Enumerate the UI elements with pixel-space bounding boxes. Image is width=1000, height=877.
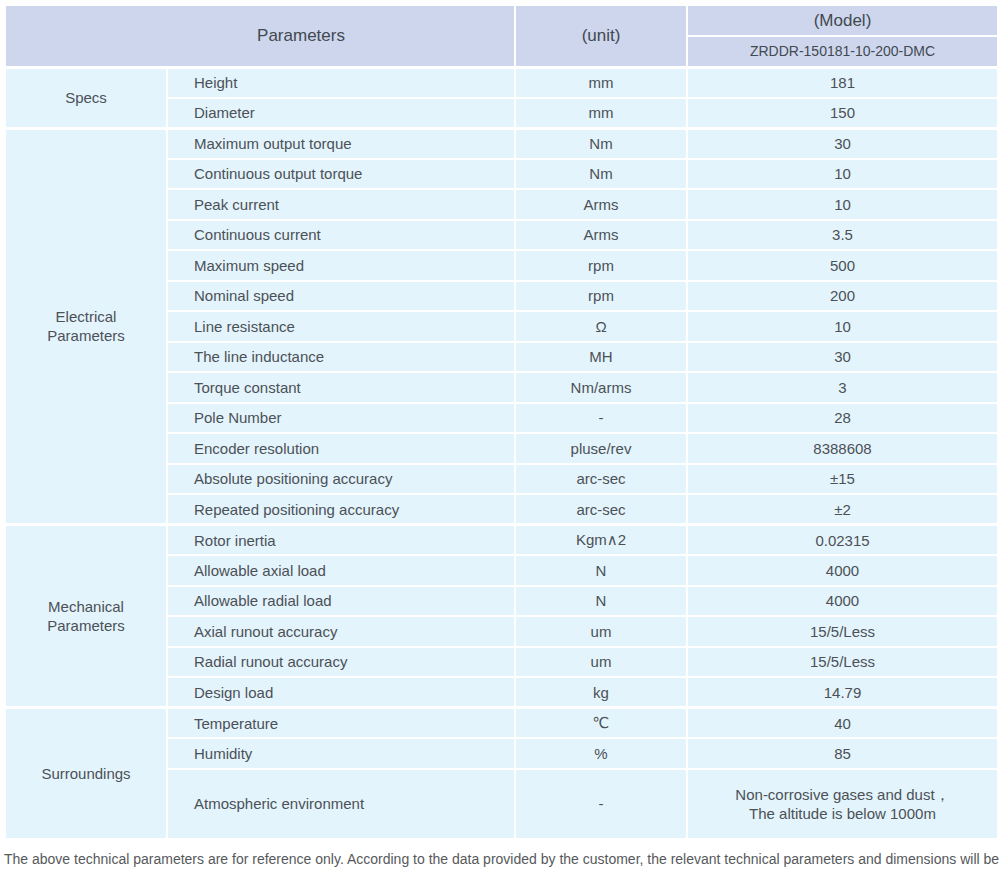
unit-cell: kg [515, 677, 687, 708]
unit-cell: mm [515, 67, 687, 98]
param-cell: Humidity [167, 738, 515, 769]
unit-cell: - [515, 769, 687, 839]
table-row: SurroundingsTemperature℃40 [5, 708, 998, 739]
model-number: ZRDDR-150181-10-200-DMC [687, 36, 998, 67]
param-cell: Maximum output torque [167, 128, 515, 159]
section-label: Mechanical Parameters [5, 525, 167, 708]
param-cell: Atmospheric environment [167, 769, 515, 839]
section-label: Electrical Parameters [5, 128, 167, 525]
value-cell: 85 [687, 738, 998, 769]
unit-cell: rpm [515, 281, 687, 312]
param-cell: The line inductance [167, 342, 515, 373]
section-label: Specs [5, 67, 167, 128]
unit-cell: Kgm∧2 [515, 525, 687, 556]
value-cell: 30 [687, 342, 998, 373]
table-row: Mechanical ParametersRotor inertiaKgm∧20… [5, 525, 998, 556]
param-cell: Axial runout accuracy [167, 616, 515, 647]
param-cell: Absolute positioning accuracy [167, 464, 515, 495]
unit-cell: - [515, 403, 687, 434]
unit-cell: um [515, 647, 687, 678]
unit-cell: rpm [515, 250, 687, 281]
unit-cell: pluse/rev [515, 433, 687, 464]
value-cell: 3.5 [687, 220, 998, 251]
header-row: Parameters (unit) (Model) [5, 5, 998, 36]
value-cell: ±15 [687, 464, 998, 495]
param-cell: Continuous output torque [167, 159, 515, 190]
header-model: (Model) [687, 5, 998, 36]
value-cell: 40 [687, 708, 998, 739]
unit-cell: um [515, 616, 687, 647]
value-cell: 10 [687, 159, 998, 190]
table-row: SpecsHeightmm181 [5, 67, 998, 98]
spec-table: Parameters (unit) (Model) ZRDDR-150181-1… [4, 4, 999, 840]
value-cell: 30 [687, 128, 998, 159]
value-cell: 14.79 [687, 677, 998, 708]
param-cell: Height [167, 67, 515, 98]
unit-cell: Arms [515, 189, 687, 220]
param-cell: Temperature [167, 708, 515, 739]
unit-cell: Arms [515, 220, 687, 251]
value-cell: 3 [687, 372, 998, 403]
unit-cell: Nm/arms [515, 372, 687, 403]
param-cell: Maximum speed [167, 250, 515, 281]
table-body: SpecsHeightmm181Diametermm150Electrical … [5, 67, 998, 839]
param-cell: Repeated positioning accuracy [167, 494, 515, 525]
param-cell: Pole Number [167, 403, 515, 434]
unit-cell: arc-sec [515, 464, 687, 495]
unit-cell: ℃ [515, 708, 687, 739]
unit-cell: MH [515, 342, 687, 373]
unit-cell: Nm [515, 128, 687, 159]
header-unit: (unit) [515, 5, 687, 67]
section-label: Surroundings [5, 708, 167, 839]
param-cell: Allowable axial load [167, 555, 515, 586]
value-cell: 15/5/Less [687, 616, 998, 647]
value-cell: 8388608 [687, 433, 998, 464]
value-cell: 150 [687, 98, 998, 129]
value-cell: 200 [687, 281, 998, 312]
table-row: Electrical ParametersMaximum output torq… [5, 128, 998, 159]
value-cell: 4000 [687, 555, 998, 586]
table-header: Parameters (unit) (Model) ZRDDR-150181-1… [5, 5, 998, 67]
param-cell: Allowable radial load [167, 586, 515, 617]
footnote: The above technical parameters are for r… [4, 849, 997, 869]
value-cell: Non-corrosive gases and dust， The altitu… [687, 769, 998, 839]
header-parameters: Parameters [5, 5, 515, 67]
unit-cell: % [515, 738, 687, 769]
param-cell: Diameter [167, 98, 515, 129]
unit-cell: N [515, 555, 687, 586]
value-cell: 500 [687, 250, 998, 281]
param-cell: Design load [167, 677, 515, 708]
value-cell: 4000 [687, 586, 998, 617]
value-cell: 10 [687, 189, 998, 220]
param-cell: Radial runout accuracy [167, 647, 515, 678]
param-cell: Torque constant [167, 372, 515, 403]
unit-cell: N [515, 586, 687, 617]
param-cell: Peak current [167, 189, 515, 220]
param-cell: Line resistance [167, 311, 515, 342]
unit-cell: Ω [515, 311, 687, 342]
unit-cell: mm [515, 98, 687, 129]
value-cell: 10 [687, 311, 998, 342]
value-cell: ±2 [687, 494, 998, 525]
value-cell: 28 [687, 403, 998, 434]
param-cell: Continuous current [167, 220, 515, 251]
unit-cell: arc-sec [515, 494, 687, 525]
param-cell: Nominal speed [167, 281, 515, 312]
unit-cell: Nm [515, 159, 687, 190]
value-cell: 0.02315 [687, 525, 998, 556]
value-cell: 181 [687, 67, 998, 98]
value-cell: 15/5/Less [687, 647, 998, 678]
param-cell: Rotor inertia [167, 525, 515, 556]
param-cell: Encoder resolution [167, 433, 515, 464]
